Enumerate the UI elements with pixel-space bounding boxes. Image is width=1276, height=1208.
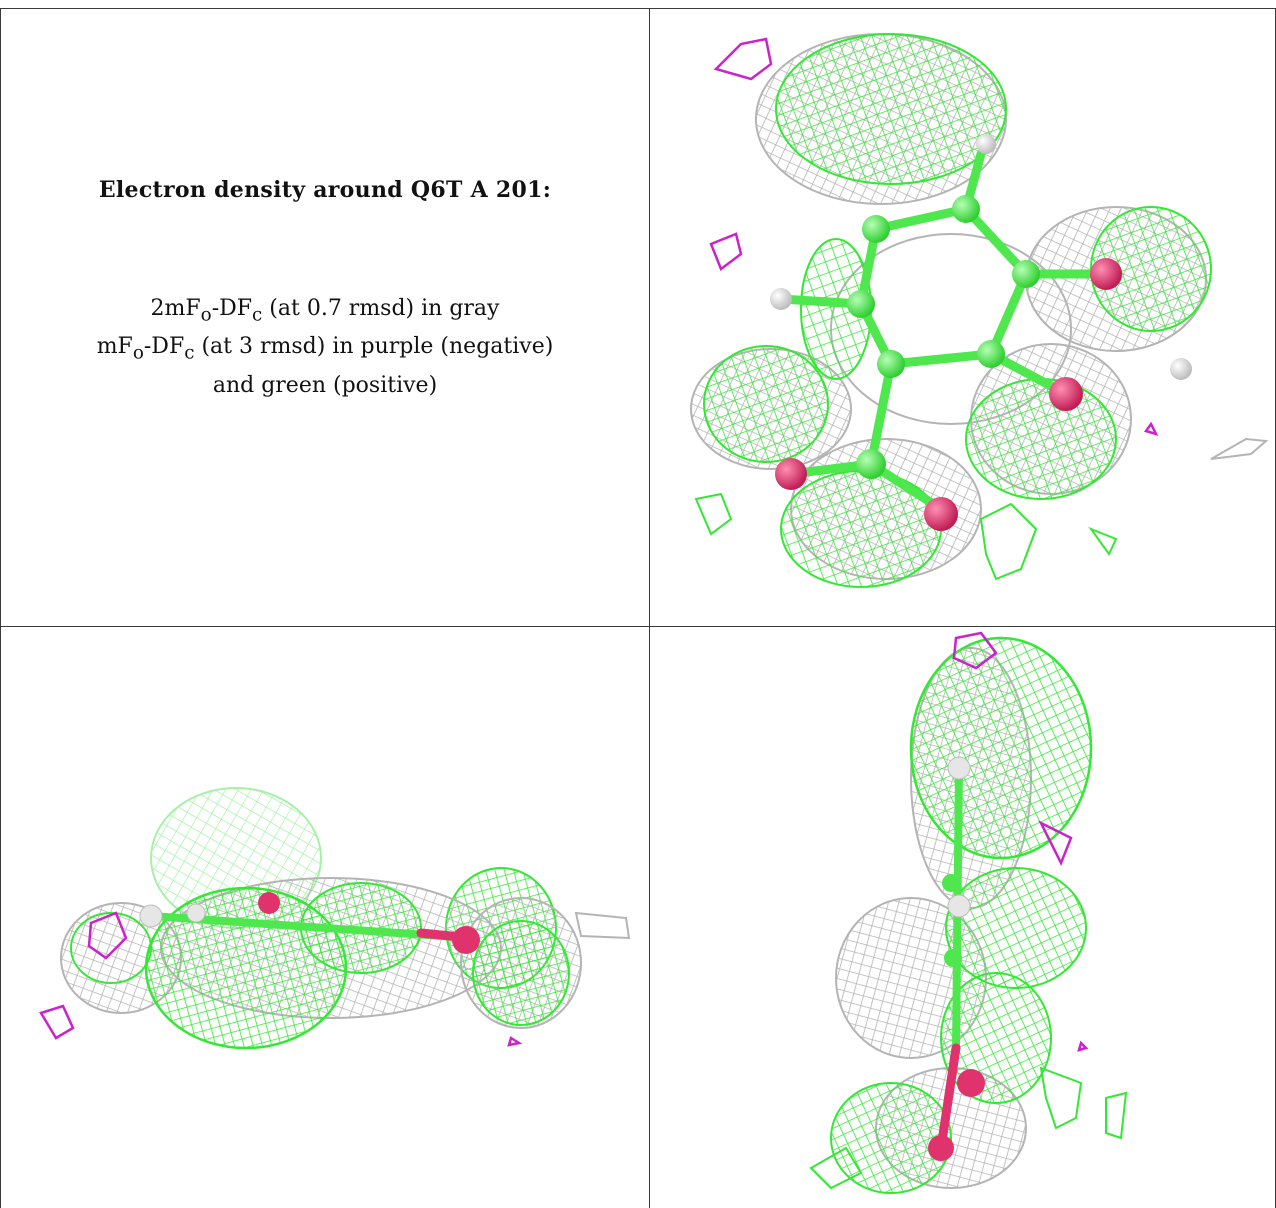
density-panel-edge-view: [651, 628, 1275, 1208]
green-mesh-blobs: [694, 33, 1212, 588]
legend-line-purple: mFo-DFc (at 3 rmsd) in purple (negative): [96, 334, 554, 364]
description-cell: Electron density around Q6T A 201: 2mFo-…: [1, 9, 649, 627]
legend-text: 2mFo-DFc (at 0.7 rmsd) in gray mFo-DFc (…: [1, 293, 649, 402]
purple-mesh-fragments: [709, 37, 1159, 437]
atom-spheres: [770, 134, 1192, 531]
density-panel-top-view: [651, 9, 1275, 626]
table-border-row: [0, 626, 1276, 627]
legend-line-gray: 2mFo-DFc (at 0.7 rmsd) in gray: [150, 296, 500, 326]
molecule-sticks: [139, 892, 480, 954]
gray-mesh-fragment: [1210, 437, 1269, 460]
purple-mesh-fragments: [952, 631, 1089, 1052]
figure-title: Electron density around Q6T A 201:: [98, 177, 552, 203]
gray-mesh-fragment: [574, 911, 631, 940]
legend-line-green: and green (positive): [212, 372, 438, 398]
molecule-sticks: [928, 756, 985, 1161]
table-border-left: [0, 8, 1, 1208]
table-border-middle: [649, 8, 650, 1208]
table-border-top: [0, 8, 1276, 9]
density-panel-side-view: [1, 628, 649, 1208]
purple-mesh-fragments: [39, 911, 523, 1047]
